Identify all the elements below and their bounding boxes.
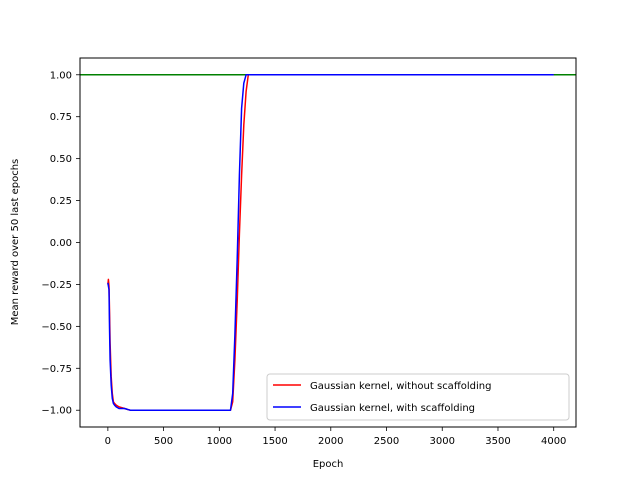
x-tick-label: 2500 [374, 436, 399, 447]
x-tick-label: 1000 [207, 436, 232, 447]
y-tick-label: −0.25 [41, 280, 72, 291]
x-tick-label: 1500 [262, 436, 287, 447]
legend-label-without-scaffolding: Gaussian kernel, without scaffolding [310, 381, 491, 392]
x-tick-label: 2000 [318, 436, 343, 447]
legend: Gaussian kernel, without scaffolding Gau… [266, 373, 570, 421]
y-tick-label: −1.00 [41, 406, 72, 417]
x-tick-label: 3000 [430, 436, 455, 447]
legend-label-with-scaffolding: Gaussian kernel, with scaffolding [310, 403, 475, 414]
y-tick-label: −0.75 [41, 364, 72, 375]
y-tick-label: 1.00 [50, 70, 72, 81]
x-tick-label: 500 [154, 436, 173, 447]
x-axis-title: Epoch [313, 459, 344, 470]
y-tick-label: 0.25 [50, 196, 72, 207]
y-tick-label: −0.50 [41, 322, 72, 333]
legend-box [266, 373, 570, 421]
x-tick-label: 0 [105, 436, 111, 447]
y-tick-label: 0.00 [50, 238, 72, 249]
x-tick-label: 3500 [485, 436, 510, 447]
x-axis: 0 500 1000 1500 2000 2500 3000 3500 4000 [105, 427, 566, 447]
y-tick-label: 0.50 [50, 154, 72, 165]
y-tick-label: 0.75 [50, 112, 72, 123]
y-axis-title: Mean reward over 50 last epochs [10, 159, 21, 326]
x-tick-label: 4000 [541, 436, 566, 447]
series-line-with-scaffolding [107, 74, 554, 411]
y-axis: −1.00 −0.75 −0.50 −0.25 0.00 0.25 0.50 0.75 1.00 [41, 70, 80, 417]
